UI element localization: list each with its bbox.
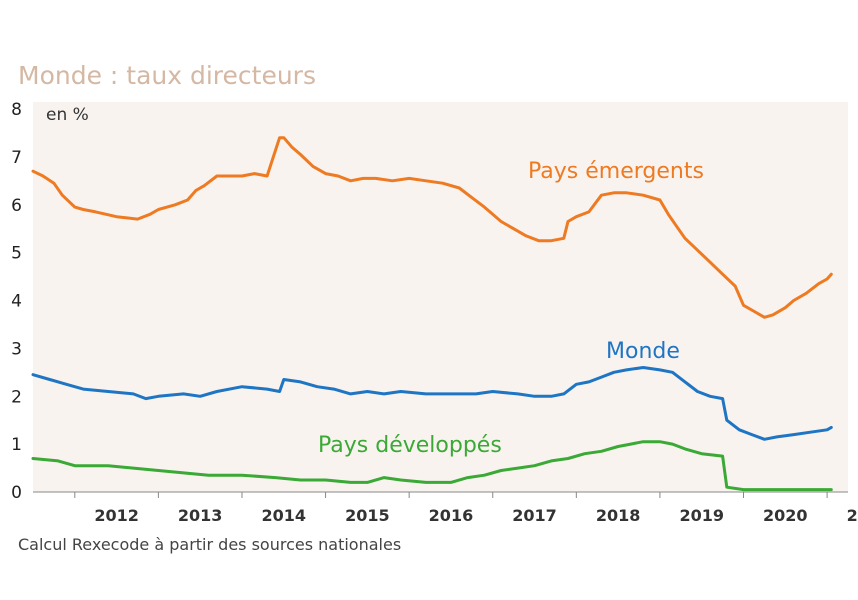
plot-background [33, 102, 848, 492]
x-tick-label: 2017 [512, 506, 557, 525]
x-tick-label: 2013 [178, 506, 223, 525]
y-tick-label: 2 [11, 387, 22, 407]
x-tick-label: 2016 [429, 506, 474, 525]
x-tick-label: 2012 [94, 506, 139, 525]
x-tick-label: 2015 [345, 506, 390, 525]
series-line-emergents [31, 136, 833, 319]
series-line-developpes [31, 440, 833, 492]
y-tick-label: 3 [11, 339, 22, 359]
x-tick-label: 2020 [763, 506, 808, 525]
x-tick-label: 2018 [596, 506, 641, 525]
series-label-developpes: Pays développés [318, 433, 502, 458]
x-tick-label: 2021 [847, 506, 858, 525]
series-label-monde: Monde [606, 339, 680, 364]
x-axis: 2012 2013 2014 2015 2016 2017 2018 2019 2020 2021 [33, 491, 858, 525]
unit-label: en % [46, 105, 89, 125]
y-tick-label: 7 [11, 148, 22, 168]
y-tick-label: 1 [11, 435, 22, 455]
series-line-monde [31, 366, 833, 441]
y-tick-labels: 0 1 2 3 4 5 6 7 8 [11, 100, 22, 503]
series-label-emergents: Pays émergents [528, 159, 704, 184]
x-tick-label: 2019 [679, 506, 724, 525]
x-tick-label: 2014 [262, 506, 307, 525]
y-tick-label: 4 [11, 292, 22, 312]
source-note: Calcul Rexecode à partir des sources nat… [18, 535, 401, 554]
series-lines [31, 136, 833, 492]
y-tick-label: 0 [11, 483, 22, 503]
y-tick-label: 5 [11, 244, 22, 264]
y-tick-label: 8 [11, 100, 22, 120]
chart-title: Monde : taux directeurs [18, 61, 316, 90]
y-tick-label: 6 [11, 196, 22, 216]
